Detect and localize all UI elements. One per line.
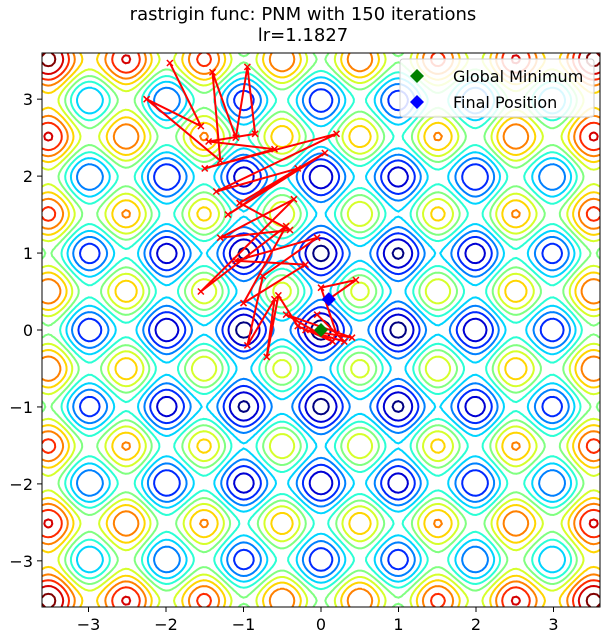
path-point (232, 134, 240, 142)
legend-marker (410, 95, 424, 109)
contour-level-23 (65, 76, 577, 584)
contour-level-18 (71, 81, 571, 579)
chart-title-line-2: lr=1.1827 (257, 25, 349, 46)
path-point (301, 326, 310, 334)
x-tick-label: 1 (393, 615, 403, 634)
legend: Global Minimum Final Position (399, 58, 595, 118)
path-point (270, 145, 279, 153)
path-point (332, 330, 341, 338)
x-axis: −3 −2 −1 0 1 2 3 (77, 607, 559, 634)
contour-level-13 (77, 88, 565, 572)
y-tick-label: −2 (9, 475, 33, 494)
path-point (274, 291, 282, 299)
path-point (208, 68, 217, 76)
path-point (329, 338, 337, 346)
final-position-marker (321, 292, 336, 307)
path-point (232, 257, 240, 265)
path-point (282, 311, 290, 319)
path-point (197, 122, 205, 130)
path-point (352, 276, 360, 284)
path-point (294, 164, 302, 172)
path-point (239, 299, 248, 307)
y-tick-label: −1 (9, 398, 33, 417)
path-point (201, 164, 209, 172)
x-tick-label: −1 (232, 615, 256, 634)
path-point (332, 130, 341, 138)
y-tick-label: 3 (23, 90, 33, 109)
path-point (212, 187, 220, 196)
contour-level-28 (59, 69, 583, 591)
optimizer-path (145, 62, 357, 358)
path-point (243, 341, 251, 349)
y-tick-label: −3 (9, 552, 33, 571)
global-minimum-marker (314, 323, 328, 337)
path-point (143, 95, 151, 103)
path-point (166, 59, 174, 67)
legend-box (399, 58, 595, 118)
optimizer-path-layer (143, 59, 360, 361)
y-tick-label: 1 (23, 244, 33, 263)
path-point (321, 149, 329, 157)
contour-level-63 (42, 53, 600, 607)
path-point (340, 338, 348, 346)
marker-layer (314, 292, 336, 337)
path-point (282, 222, 290, 230)
path-point (259, 272, 267, 280)
path-point (216, 234, 224, 242)
path-point (301, 261, 310, 269)
x-tick-label: 2 (471, 615, 481, 634)
contour-level-33 (42, 53, 600, 607)
chart-title-line-1: rastrigin func: PNM with 150 iterations (129, 4, 477, 25)
path-point (290, 195, 298, 203)
path-point (205, 137, 213, 146)
path-point (263, 353, 271, 361)
y-tick-label: 0 (23, 321, 33, 340)
path-point (243, 63, 251, 71)
path-point (197, 287, 205, 296)
contour-level-8 (154, 164, 488, 496)
path-point (251, 130, 259, 138)
path-point (313, 311, 321, 319)
path-point (216, 157, 224, 165)
x-tick-label: 0 (316, 615, 326, 634)
path-point (224, 211, 232, 219)
x-tick-label: 3 (548, 615, 558, 634)
path-point (317, 284, 325, 292)
y-axis: −3 −2 −1 0 1 2 3 (9, 90, 42, 571)
path-point (236, 199, 244, 207)
path-point (294, 322, 302, 330)
x-tick-label: −3 (77, 615, 101, 634)
x-tick-label: −2 (154, 615, 178, 634)
legend-marker (410, 69, 424, 83)
path-point (348, 334, 356, 342)
legend-label: Global Minimum (453, 67, 583, 86)
legend-label: Final Position (453, 93, 557, 112)
path-point (313, 234, 321, 242)
y-tick-label: 2 (23, 167, 33, 186)
